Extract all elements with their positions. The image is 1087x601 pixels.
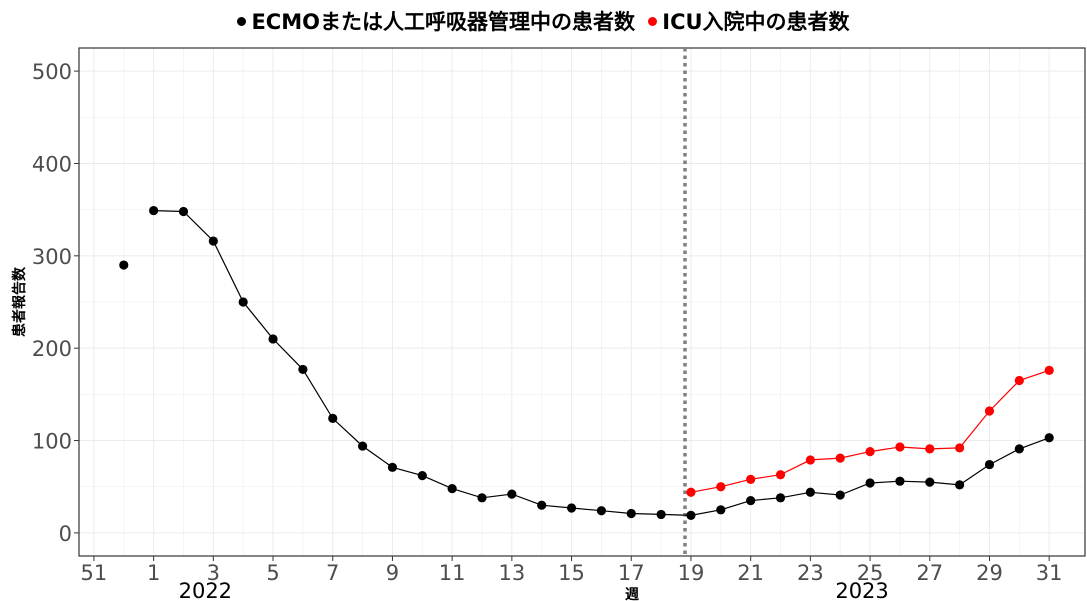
data-point	[268, 334, 278, 344]
x-tick-label: 7	[326, 561, 339, 585]
grid-major	[79, 48, 1085, 556]
y-tick-label: 200	[32, 337, 72, 361]
data-point	[447, 483, 457, 494]
data-point	[775, 493, 786, 503]
data-point	[1014, 375, 1024, 386]
x-tick-label: 1	[147, 561, 160, 585]
data-point	[805, 487, 815, 497]
data-point	[149, 205, 159, 216]
data-point	[865, 447, 875, 457]
legend-marker-icu	[648, 16, 658, 26]
x-tick-label: 25	[857, 561, 884, 585]
data-point	[895, 476, 905, 486]
y-tick-label: 0	[59, 522, 72, 546]
legend-entry-ecmo: ECMOまたは人工呼吸器管理中の患者数	[237, 6, 635, 36]
data-point	[775, 470, 786, 480]
data-point	[984, 459, 995, 470]
x-tick-label: 23	[797, 561, 824, 585]
data-point	[805, 455, 815, 465]
x-axis-title: 週	[625, 587, 639, 601]
x-tick-label: 21	[737, 561, 764, 585]
data-point	[984, 406, 995, 416]
x-tick-label: 27	[916, 561, 943, 585]
y-tick-label: 300	[32, 245, 72, 269]
data-point	[208, 236, 218, 246]
legend-label-ecmo: ECMOまたは人工呼吸器管理中の患者数	[251, 10, 635, 34]
x-tick-label: 3	[207, 561, 220, 585]
data-point	[1044, 365, 1054, 375]
x-tick-label: 29	[976, 561, 1003, 585]
y-tick-label: 100	[32, 430, 72, 454]
x-tick-label: 19	[678, 561, 705, 585]
legend: ECMOまたは人工呼吸器管理中の患者数 ICU入院中の患者数	[0, 6, 1087, 36]
data-point	[686, 510, 696, 520]
series-layer	[119, 205, 1054, 520]
data-point	[596, 506, 607, 516]
data-point	[895, 442, 905, 452]
legend-marker-ecmo	[237, 16, 247, 26]
data-point	[1044, 433, 1054, 443]
data-point	[387, 462, 398, 472]
data-point	[686, 487, 696, 497]
data-point	[746, 474, 756, 484]
series-icu	[686, 365, 1054, 497]
series-ecmo	[119, 205, 1054, 520]
year-label: 2022	[179, 579, 232, 601]
data-point	[1014, 444, 1024, 454]
y-axis-title: 患者報告数	[11, 266, 28, 337]
x-tick-label: 9	[386, 561, 399, 585]
data-point	[537, 500, 547, 510]
x-tick-label: 5	[266, 561, 279, 585]
legend-label-icu: ICU入院中の患者数	[662, 10, 850, 34]
grid-minor	[79, 48, 1085, 556]
data-point	[925, 477, 935, 487]
data-point	[626, 508, 636, 519]
x-tick-label: 15	[558, 561, 585, 585]
data-point	[298, 364, 308, 375]
plot-border	[78, 47, 1086, 557]
data-point	[328, 413, 338, 423]
data-point	[746, 495, 756, 506]
data-point	[835, 453, 845, 463]
data-point	[566, 503, 577, 513]
data-point	[835, 490, 845, 500]
y-axis: 0 100 200 300 400 500	[32, 60, 79, 546]
data-point	[865, 478, 875, 488]
x-tick-label: 17	[618, 561, 645, 585]
y-tick-label: 400	[32, 152, 72, 176]
data-point	[477, 493, 487, 503]
year-label: 2023	[835, 579, 888, 601]
data-point	[119, 260, 129, 270]
x-tick-label: 13	[498, 561, 525, 585]
data-point	[357, 441, 368, 451]
legend-entry-icu: ICU入院中の患者数	[648, 6, 850, 36]
data-point	[716, 482, 726, 492]
x-tick-label: 31	[1036, 561, 1063, 585]
data-point	[925, 444, 935, 454]
y-tick-label: 500	[32, 60, 72, 84]
data-point	[417, 471, 427, 481]
data-point	[656, 509, 666, 520]
data-point	[955, 480, 965, 490]
data-point	[716, 505, 726, 515]
x-tick-label: 11	[439, 561, 466, 585]
data-point	[955, 443, 965, 453]
data-point	[507, 489, 517, 499]
data-point	[178, 206, 189, 217]
data-point	[238, 297, 248, 307]
x-tick-label: 51	[81, 561, 108, 585]
